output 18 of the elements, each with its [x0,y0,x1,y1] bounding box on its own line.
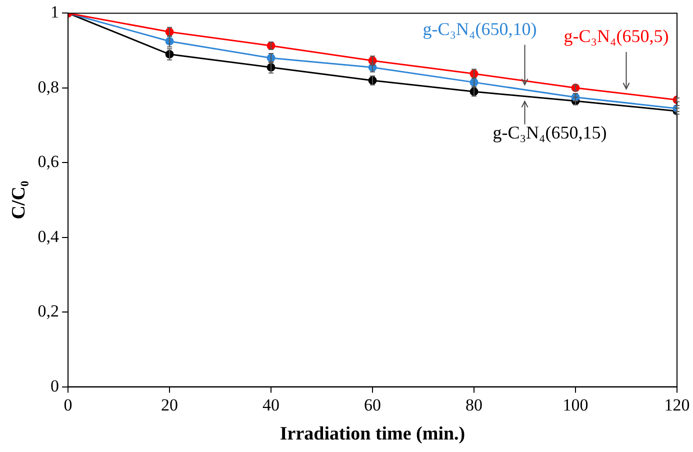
x-axis-title: Irradiation time (min.) [280,424,466,445]
series-label: g-C₃N₄(650,10) [422,18,537,39]
x-tick-label: 80 [466,395,483,414]
y-tick-label: 0 [50,376,60,396]
series-label: g-C₃N₄(650,15) [492,122,607,142]
y-tick-label: 0,6 [38,152,60,172]
x-tick-label: 0 [64,395,72,414]
y-tick-label: 0,4 [38,226,60,246]
x-tick-label: 100 [562,395,588,414]
y-tick-label: 0,8 [38,77,60,96]
y-tick-label: 0,2 [38,302,60,321]
x-tick-label: 60 [364,395,382,414]
text: g-C₃N₄(650,5) [564,26,669,46]
x-tick-label: 20 [161,395,178,414]
x-tick-label: 40 [262,395,280,414]
y-tick-label: 1 [50,2,60,22]
x-tick-label: 120 [664,395,690,414]
y-axis-title: C/C₀ [8,180,30,220]
